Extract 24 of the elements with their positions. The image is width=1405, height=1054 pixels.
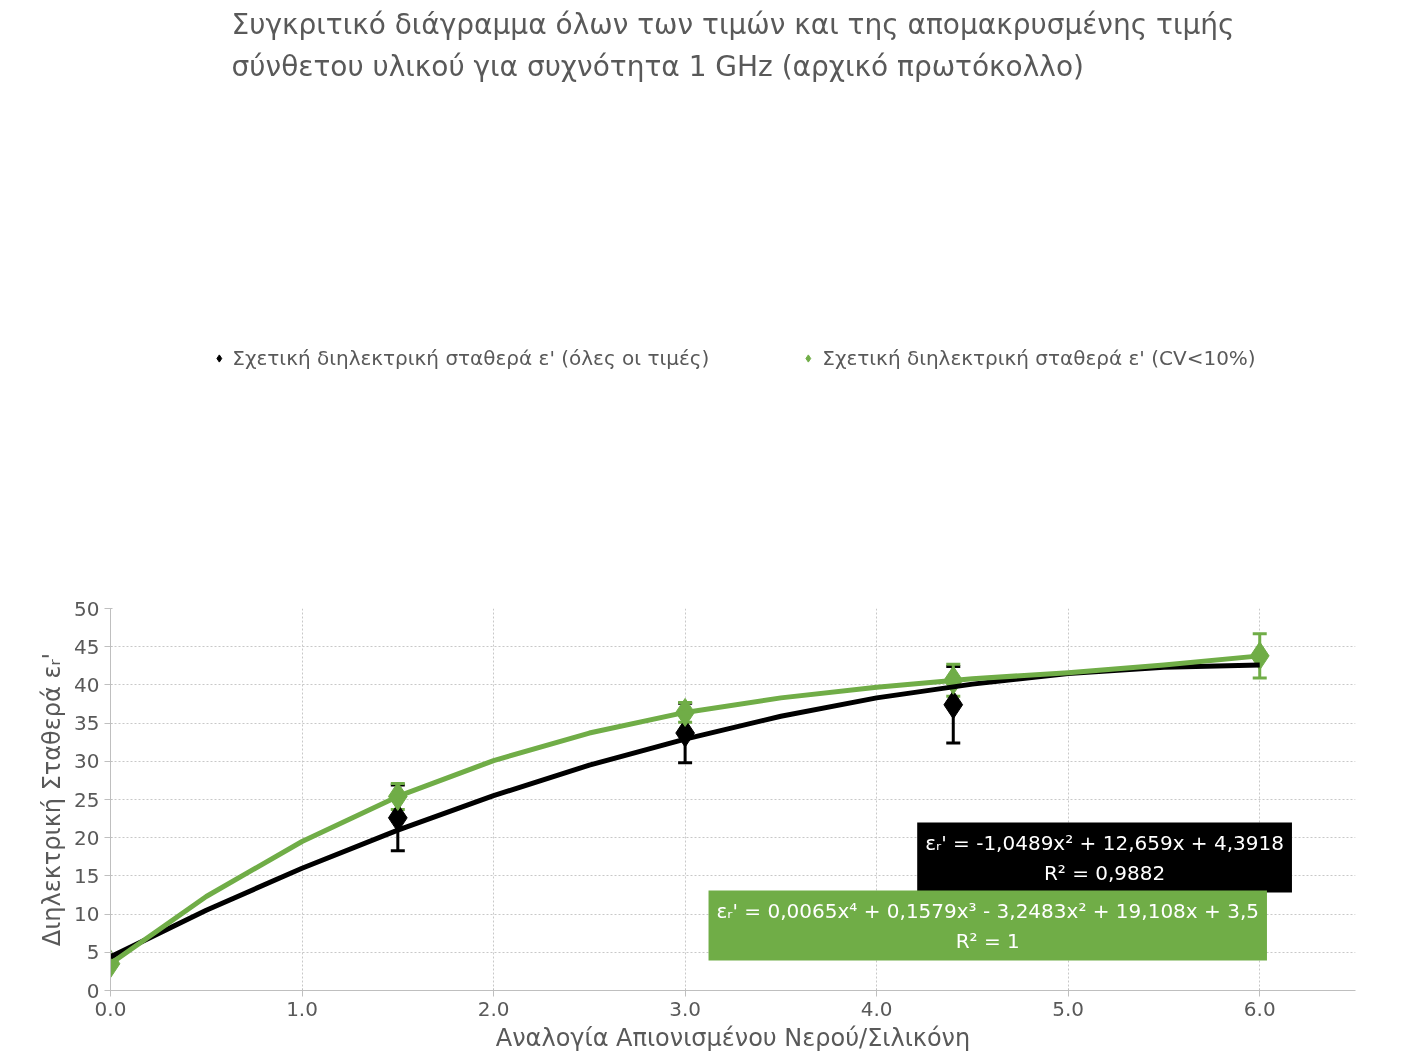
y-tick-label: 25: [74, 787, 100, 812]
annotation: εᵣ' = 0,0065x⁴ + 0,1579x³ - 3,2483x² + 19,108x + 3,5 R² = 1: [716, 898, 1259, 953]
y-tick-label: 40: [74, 672, 100, 697]
x-tick-label: 6.0: [1243, 996, 1276, 1021]
x-tick-label: 5.0: [1052, 996, 1085, 1021]
x-tick-label: 4.0: [860, 996, 893, 1021]
y-tick-label: 10: [74, 902, 100, 927]
y-tick-label: 50: [74, 596, 100, 621]
x-tick-label: 2.0: [477, 996, 510, 1021]
x-tick-label: 3.0: [669, 996, 702, 1021]
legend-label: Σχετική διηλεκτρική σταθερά ε' (CV<10%): [822, 346, 1256, 370]
y-axis-title: Διηλεκτρική Σταθερά εᵣ': [38, 652, 67, 947]
y-tick-label: 0: [86, 978, 100, 1003]
y-tick-label: 45: [74, 634, 100, 659]
x-tick-label: 1.0: [286, 996, 318, 1021]
y-tick-label: 30: [74, 749, 100, 774]
y-tick-label: 20: [74, 825, 100, 850]
annotation: εᵣ' = -1,0489x² + 12,659x + 4,3918 R² = 0,9882: [925, 830, 1284, 885]
legend-label: Σχετική διηλεκτρική σταθερά ε' (όλες οι τιμές): [232, 346, 710, 370]
y-tick-label: 35: [74, 711, 100, 736]
chart-title: Συγκριτικό διάγραμμα όλων των τιμών και της απομακρυσμένης τιμής σύνθετου υλικού για συχνότητα 1 GHz (αρχικό πρωτόκολλο): [231, 7, 1235, 84]
y-tick-label: 5: [86, 940, 100, 965]
y-tick-label: 15: [74, 863, 100, 888]
x-axis-title: Αναλογία Απιονισμένου Νερού/Σιλικόνη: [495, 1023, 971, 1052]
